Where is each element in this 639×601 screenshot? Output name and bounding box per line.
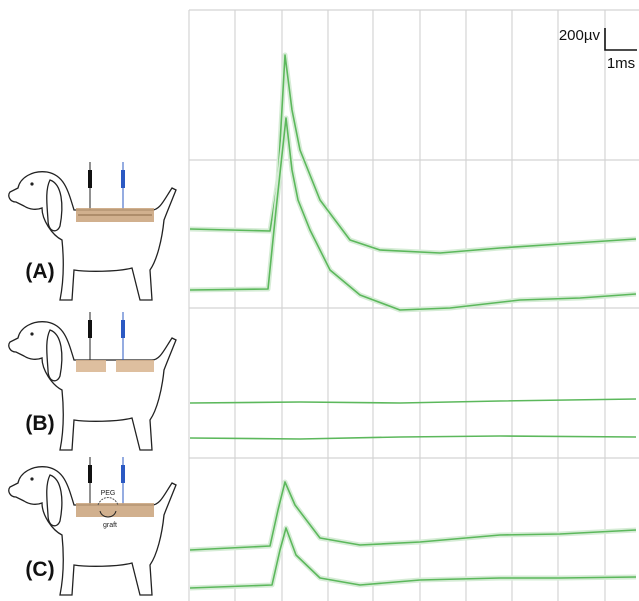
- panel-label: (B): [25, 412, 54, 435]
- graft-label: graft: [103, 522, 117, 529]
- scale-bar: [605, 28, 637, 50]
- peg-label: PEG: [101, 490, 116, 497]
- traces: [190, 55, 636, 588]
- panel-label: (C): [25, 558, 54, 581]
- figure: 200µv 1ms PEG graft (A) (B) (C): [0, 0, 639, 601]
- scale-voltage: 200µv: [559, 27, 601, 44]
- grid: [189, 10, 639, 601]
- scale-time: 1ms: [607, 55, 635, 72]
- panel-label: (A): [25, 260, 54, 283]
